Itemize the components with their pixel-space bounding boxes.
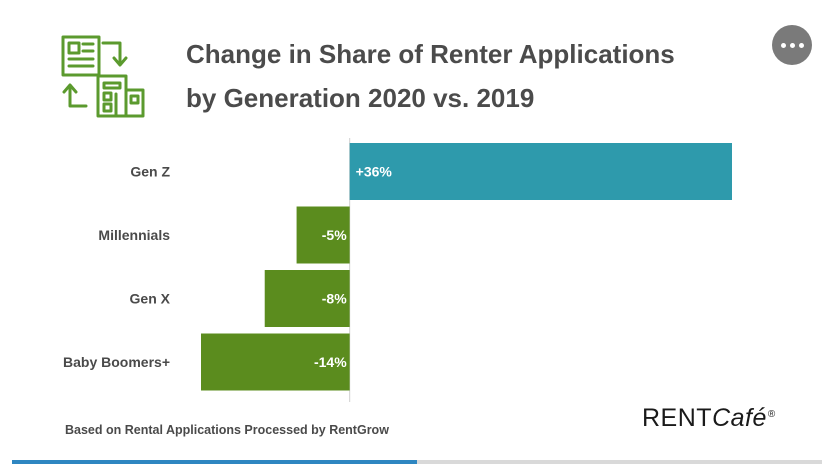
chart-title: Change in Share of Renter Applications b… (186, 32, 746, 120)
value-label: -8% (322, 291, 347, 307)
progress-bar-fill (12, 460, 417, 464)
category-label: Gen X (130, 291, 171, 307)
progress-bar (12, 460, 822, 464)
bar-baby-boomers[interactable] (201, 333, 350, 391)
chart-title-line1: Change in Share of Renter Applications (186, 39, 675, 69)
document-building-swap-icon (61, 35, 145, 118)
category-label: Millennials (98, 227, 170, 243)
bar-gen-z[interactable] (349, 143, 732, 200)
value-label: +36% (356, 164, 393, 180)
registered-mark: ® (767, 408, 776, 420)
brand-part-cafe: Café (712, 404, 767, 432)
category-label: Gen Z (130, 164, 170, 180)
more-options-button[interactable] (772, 25, 812, 65)
value-label: -5% (322, 227, 347, 243)
rentcafe-logo[interactable]: RENTCafé® (642, 404, 776, 433)
category-label: Baby Boomers+ (63, 354, 170, 370)
more-dots-icon (780, 42, 786, 48)
bar-gen-x[interactable] (264, 270, 350, 327)
chart-title-line2: by Generation 2020 vs. 2019 (186, 83, 535, 113)
value-label: -14% (314, 354, 347, 370)
bar-millennials[interactable] (296, 206, 350, 264)
source-note: Based on Rental Applications Processed b… (65, 423, 389, 437)
brand-part-rent: RENT (642, 404, 713, 432)
